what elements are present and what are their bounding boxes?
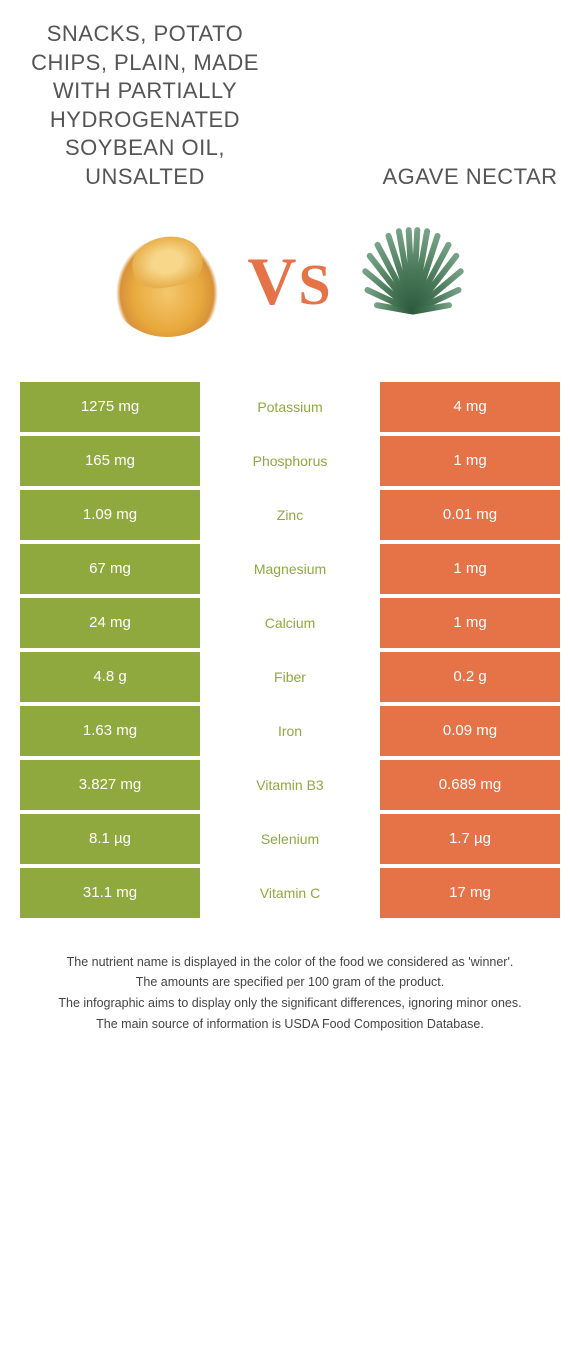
nutrient-value-left: 1275 mg <box>20 382 200 432</box>
nutrient-value-left: 165 mg <box>20 436 200 486</box>
nutrient-label: Magnesium <box>200 544 380 594</box>
nutrient-label: Fiber <box>200 652 380 702</box>
nutrient-value-left: 4.8 g <box>20 652 200 702</box>
nutrient-row: 165 mgPhosphorus1 mg <box>20 436 560 486</box>
nutrient-value-right: 1.7 µg <box>380 814 560 864</box>
food-title-right: AGAVE NECTAR <box>380 163 560 192</box>
vs-row: VS <box>20 222 560 342</box>
nutrient-value-right: 0.689 mg <box>380 760 560 810</box>
nutrient-label: Vitamin C <box>200 868 380 918</box>
agave-illustration <box>348 222 478 342</box>
header-titles: SNACKS, POTATO CHIPS, PLAIN, MADE WITH P… <box>20 20 560 192</box>
nutrient-row: 67 mgMagnesium1 mg <box>20 544 560 594</box>
nutrient-value-right: 1 mg <box>380 436 560 486</box>
nutrient-row: 4.8 gFiber0.2 g <box>20 652 560 702</box>
nutrient-label: Iron <box>200 706 380 756</box>
food-image-right <box>348 222 478 342</box>
vs-label: VS <box>247 242 332 321</box>
nutrient-label: Calcium <box>200 598 380 648</box>
food-title-left: SNACKS, POTATO CHIPS, PLAIN, MADE WITH P… <box>20 20 270 192</box>
nutrient-label: Potassium <box>200 382 380 432</box>
chips-illustration <box>107 227 227 337</box>
nutrient-row: 1275 mgPotassium4 mg <box>20 382 560 432</box>
nutrient-row: 8.1 µgSelenium1.7 µg <box>20 814 560 864</box>
nutrient-value-left: 31.1 mg <box>20 868 200 918</box>
footnote-line: The amounts are specified per 100 gram o… <box>20 973 560 992</box>
nutrient-value-left: 1.63 mg <box>20 706 200 756</box>
footnote-line: The infographic aims to display only the… <box>20 994 560 1013</box>
nutrient-value-left: 67 mg <box>20 544 200 594</box>
nutrient-value-left: 8.1 µg <box>20 814 200 864</box>
nutrient-label: Zinc <box>200 490 380 540</box>
nutrient-label: Selenium <box>200 814 380 864</box>
nutrient-table: 1275 mgPotassium4 mg165 mgPhosphorus1 mg… <box>20 382 560 918</box>
nutrient-value-left: 1.09 mg <box>20 490 200 540</box>
nutrient-value-right: 17 mg <box>380 868 560 918</box>
footnotes: The nutrient name is displayed in the co… <box>20 953 560 1034</box>
nutrient-label: Vitamin B3 <box>200 760 380 810</box>
nutrient-value-left: 24 mg <box>20 598 200 648</box>
nutrient-value-right: 4 mg <box>380 382 560 432</box>
nutrient-value-right: 0.09 mg <box>380 706 560 756</box>
nutrient-value-right: 1 mg <box>380 544 560 594</box>
nutrient-value-left: 3.827 mg <box>20 760 200 810</box>
footnote-line: The nutrient name is displayed in the co… <box>20 953 560 972</box>
nutrient-row: 24 mgCalcium1 mg <box>20 598 560 648</box>
nutrient-value-right: 0.01 mg <box>380 490 560 540</box>
nutrient-row: 1.63 mgIron0.09 mg <box>20 706 560 756</box>
infographic-container: SNACKS, POTATO CHIPS, PLAIN, MADE WITH P… <box>0 0 580 1066</box>
nutrient-row: 31.1 mgVitamin C17 mg <box>20 868 560 918</box>
nutrient-row: 3.827 mgVitamin B30.689 mg <box>20 760 560 810</box>
food-image-left <box>102 222 232 342</box>
nutrient-label: Phosphorus <box>200 436 380 486</box>
nutrient-value-right: 1 mg <box>380 598 560 648</box>
footnote-line: The main source of information is USDA F… <box>20 1015 560 1034</box>
nutrient-row: 1.09 mgZinc0.01 mg <box>20 490 560 540</box>
nutrient-value-right: 0.2 g <box>380 652 560 702</box>
